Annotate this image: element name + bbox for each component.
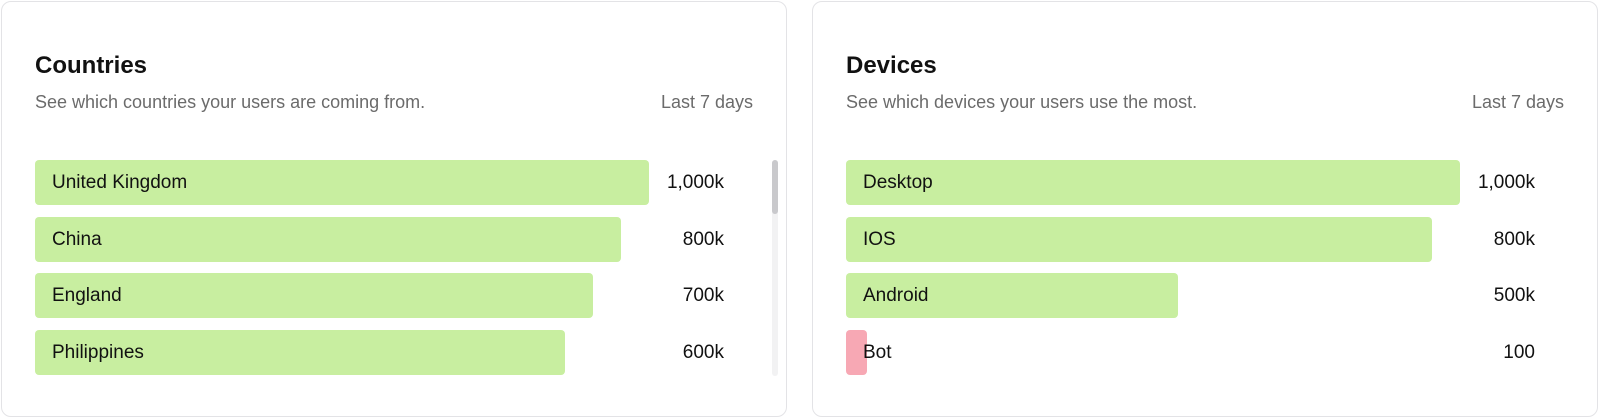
device-bar <box>846 273 1178 318</box>
countries-card: Countries See which countries your users… <box>1 1 787 417</box>
device-bar <box>846 329 868 375</box>
device-label: Bot <box>863 341 892 363</box>
device-label: Android <box>863 285 929 306</box>
bar-track <box>35 216 649 262</box>
country-value: 800k <box>682 228 724 250</box>
country-bar <box>35 329 565 375</box>
device-label: IOS <box>863 228 896 250</box>
device-row[interactable]: Bot 100 <box>846 329 1552 375</box>
devices-title: Devices <box>846 52 937 79</box>
country-label: England <box>52 285 122 306</box>
device-value: 500k <box>1493 285 1535 306</box>
device-value: 800k <box>1493 228 1535 250</box>
country-bar <box>35 216 621 262</box>
device-row[interactable]: Android 500k <box>846 273 1552 318</box>
country-row[interactable]: China 800k <box>35 216 741 262</box>
device-row[interactable]: Desktop 1,000k <box>846 160 1552 205</box>
bar-track <box>846 273 1460 318</box>
scrollbar-thumb[interactable] <box>772 160 778 214</box>
country-label: United Kingdom <box>52 172 188 193</box>
device-bar <box>846 216 1432 262</box>
country-row[interactable]: England 700k <box>35 273 741 318</box>
country-value: 700k <box>682 285 724 306</box>
country-row[interactable]: United Kingdom 1,000k <box>35 160 741 205</box>
country-bar <box>35 160 649 205</box>
countries-scrollbar[interactable] <box>772 160 778 376</box>
country-bar <box>35 273 594 318</box>
device-bar <box>846 160 1460 205</box>
devices-period[interactable]: Last 7 days <box>1471 92 1564 112</box>
bar-track <box>35 160 649 205</box>
devices-subtitle: See which devices your users use the mos… <box>846 92 1198 112</box>
device-label: Desktop <box>863 172 933 193</box>
countries-period[interactable]: Last 7 days <box>660 92 753 112</box>
bar-track <box>846 329 1460 375</box>
countries-subtitle: See which countries your users are comin… <box>35 92 426 112</box>
country-label: China <box>52 228 102 250</box>
country-label: Philippines <box>52 341 144 363</box>
bar-track <box>35 273 649 318</box>
device-value: 1,000k <box>1477 172 1535 193</box>
country-value: 600k <box>682 341 724 363</box>
device-value: 100 <box>1503 341 1535 363</box>
devices-list: Desktop 1,000k IOS 800k Android 500k Bot… <box>846 160 1552 386</box>
country-value: 1,000k <box>666 172 724 193</box>
countries-title: Countries <box>35 52 148 79</box>
device-row[interactable]: IOS 800k <box>846 216 1552 262</box>
countries-list: United Kingdom 1,000k China 800k England… <box>35 160 741 386</box>
bar-track <box>846 216 1460 262</box>
bar-track <box>35 329 649 375</box>
bar-track <box>846 160 1460 205</box>
country-row[interactable]: Philippines 600k <box>35 329 741 375</box>
devices-card: Devices See which devices your users use… <box>812 1 1598 417</box>
